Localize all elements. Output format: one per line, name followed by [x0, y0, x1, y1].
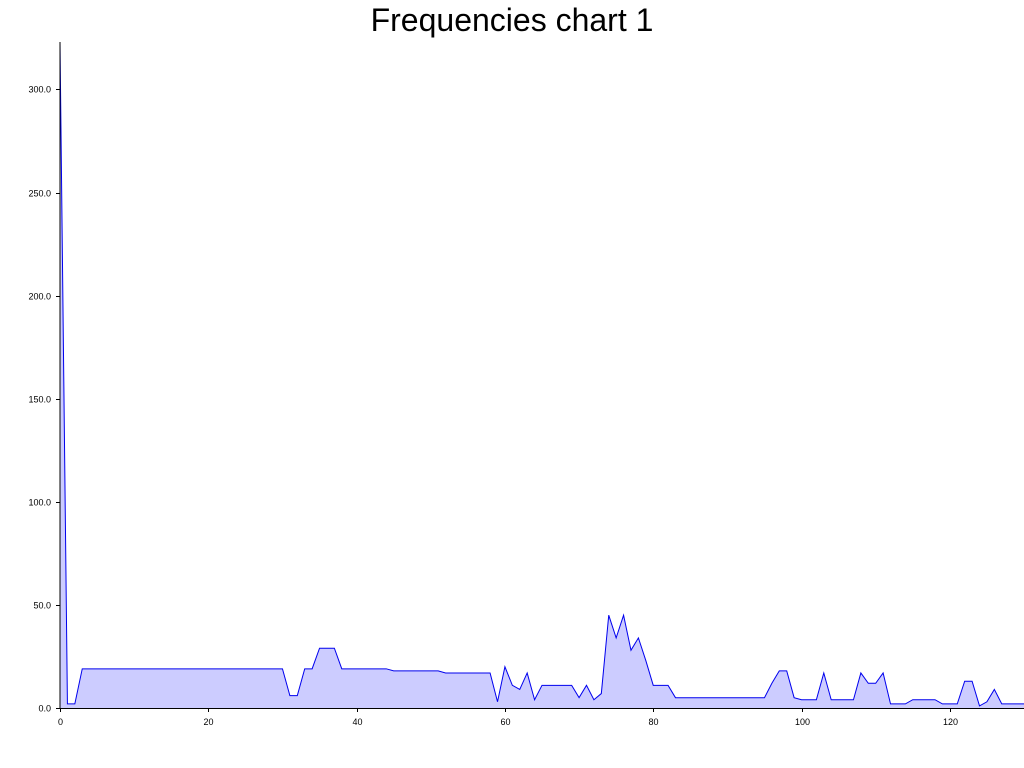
- y-tick-label: 200.0: [28, 292, 51, 302]
- y-tick-label: 250.0: [28, 189, 51, 199]
- x-tick-label: 20: [203, 717, 213, 727]
- x-tick-label: 80: [648, 717, 658, 727]
- y-tick-label: 150.0: [28, 395, 51, 405]
- y-tick-label: 50.0: [33, 601, 51, 611]
- x-tick-label: 40: [352, 717, 362, 727]
- y-tick-label: 300.0: [28, 85, 51, 95]
- x-tick-label: 0: [58, 717, 63, 727]
- y-tick-label: 0.0: [38, 704, 51, 714]
- series-area-fill: [60, 42, 1024, 708]
- x-tick-label: 60: [500, 717, 510, 727]
- y-tick-label: 100.0: [28, 498, 51, 508]
- axes: 0.0 50.0 100.0 150.0 200.0 250.0 300.0 0 20 40 60 8…: [28, 42, 1024, 727]
- plot-area: [59, 41, 1024, 708]
- x-tick-label: 100: [795, 717, 810, 727]
- x-tick-label: 120: [943, 717, 958, 727]
- chart-title: Frequencies chart 1: [370, 2, 654, 38]
- series-line: [59, 41, 1024, 707]
